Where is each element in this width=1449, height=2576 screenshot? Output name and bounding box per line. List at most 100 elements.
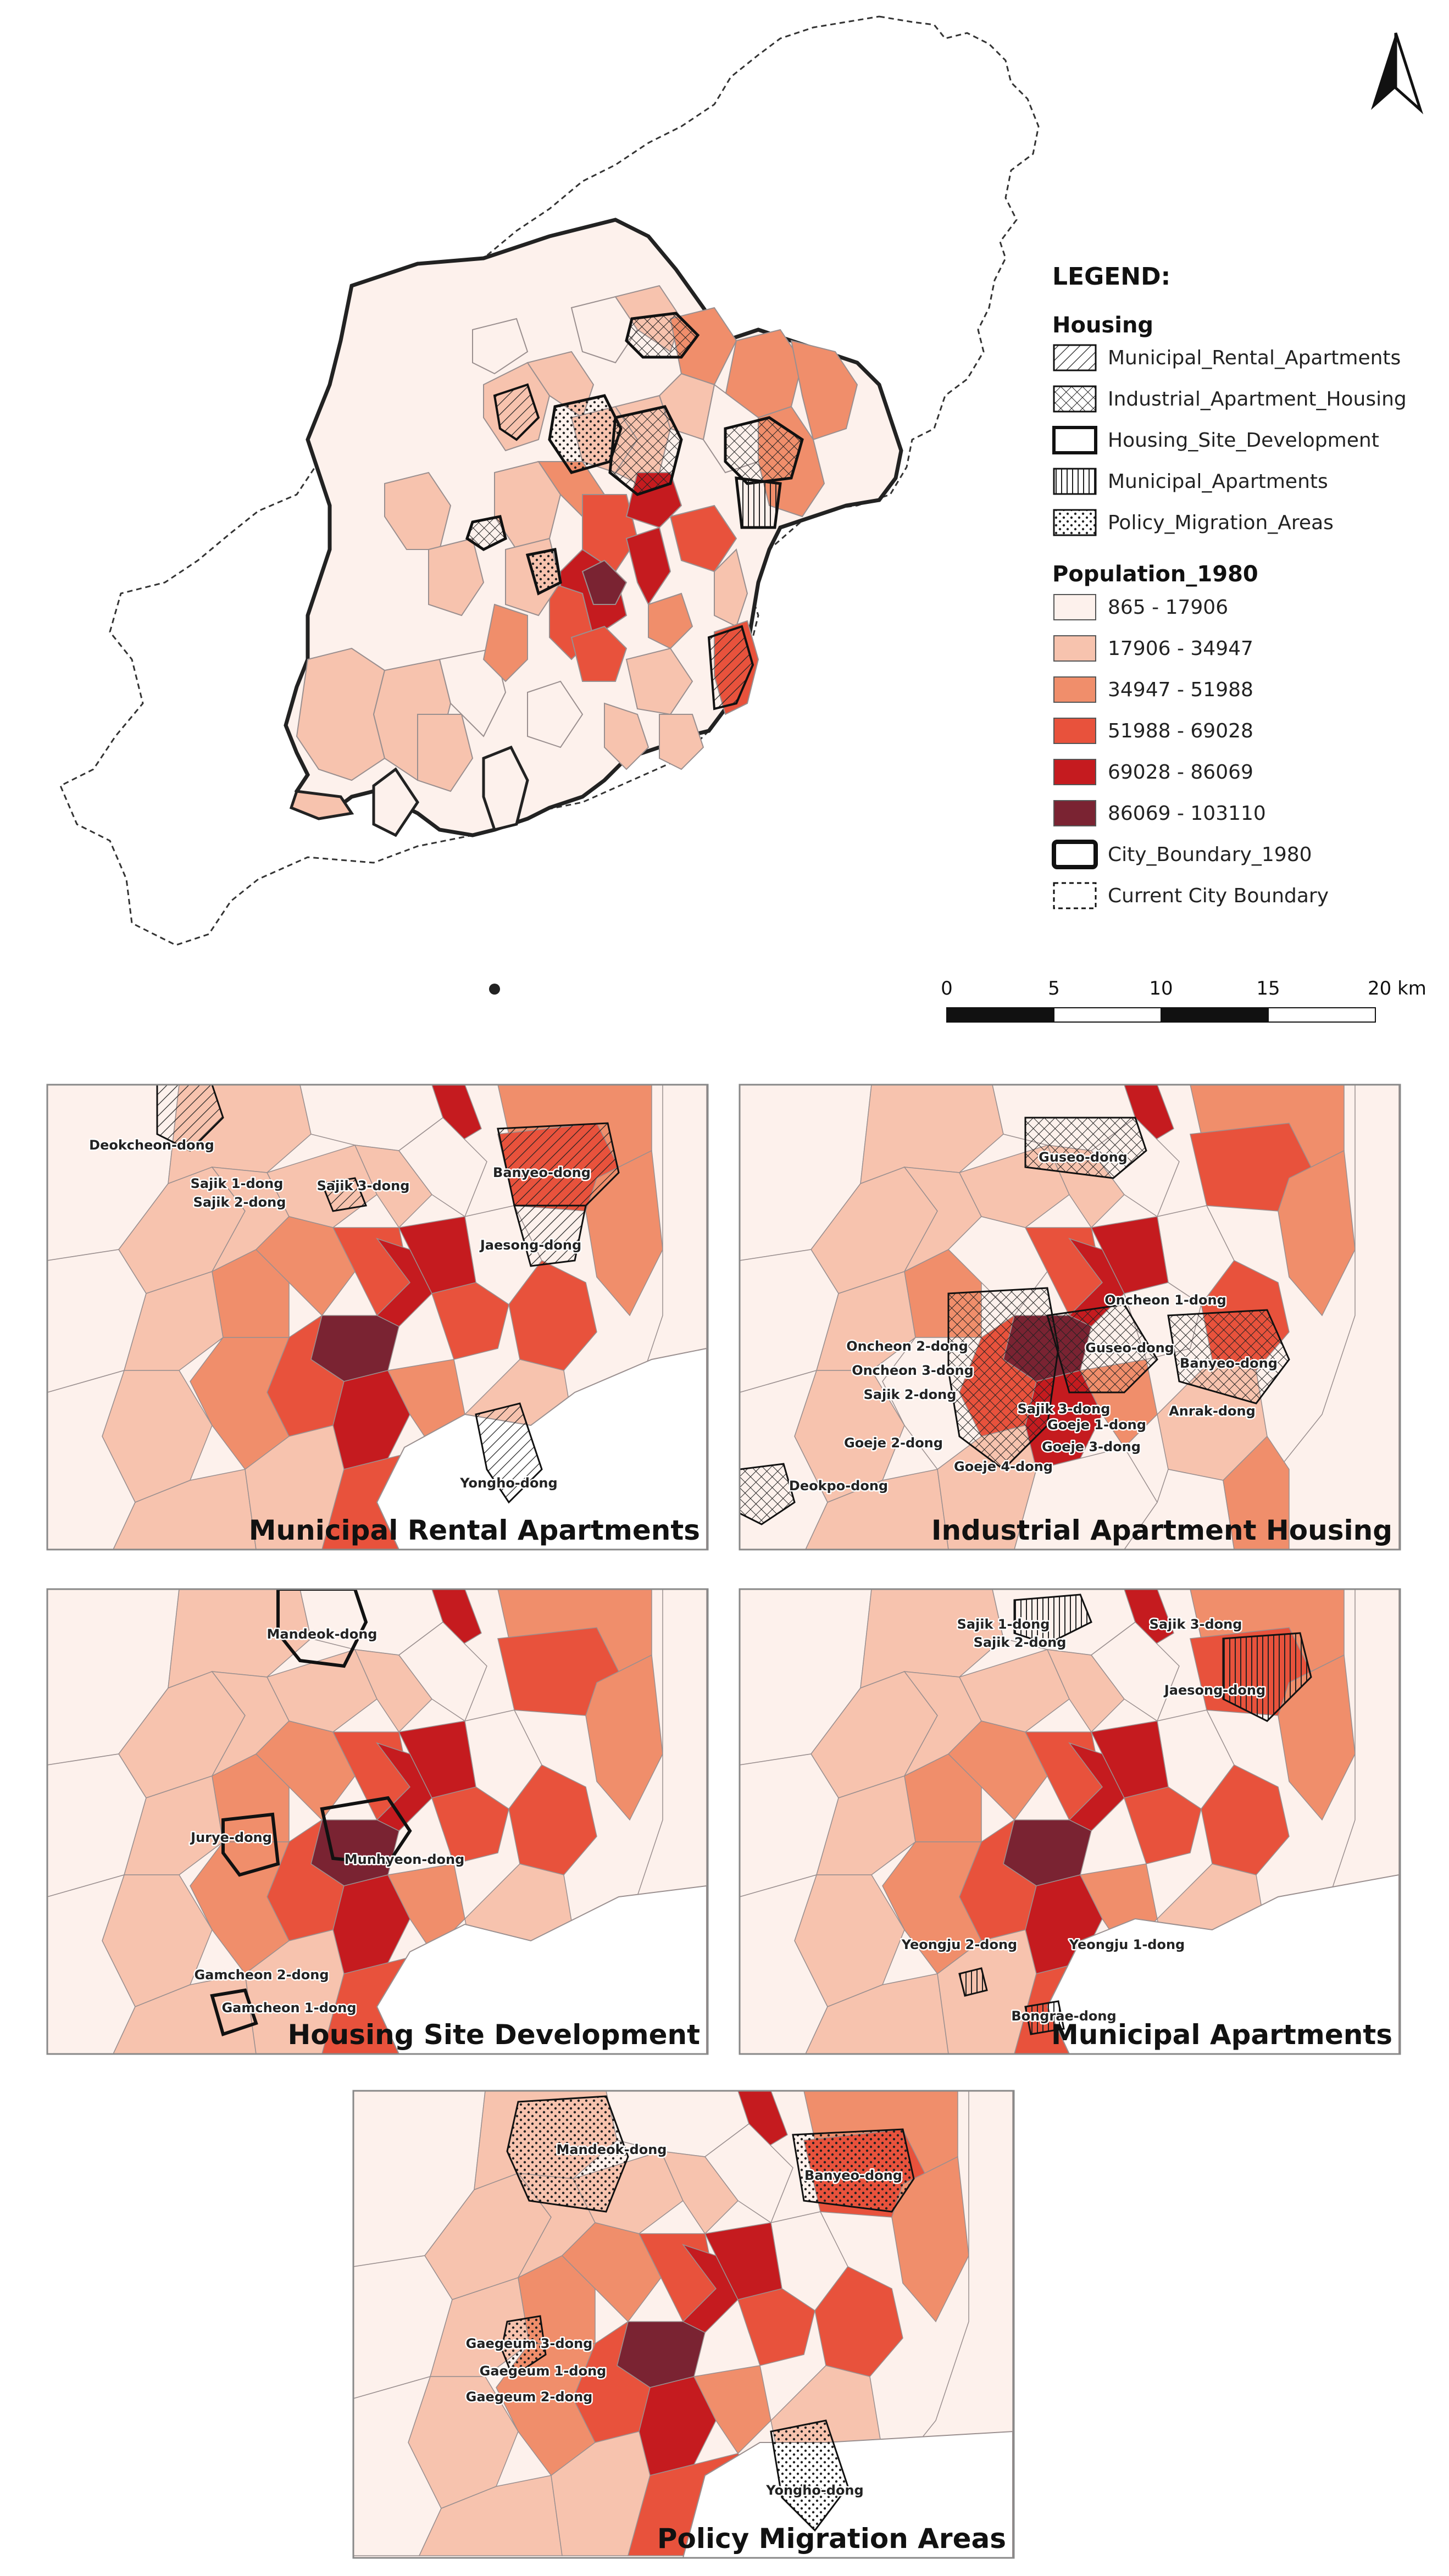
legend-population-item: 86069 - 103110 bbox=[1053, 800, 1266, 826]
legend-population-item: 51988 - 69028 bbox=[1053, 718, 1253, 744]
legend-swatch bbox=[1053, 344, 1097, 371]
place-label-jurye-dong: Jurye-dong bbox=[190, 1830, 272, 1845]
scale-bar: 0 5 10 15 20 km bbox=[941, 978, 1426, 1023]
housing-area bbox=[1024, 1117, 1147, 1179]
panel-map bbox=[47, 1589, 707, 2054]
district-area bbox=[1124, 1786, 1202, 1864]
place-label-jaesong-dong: Jaesong-dong bbox=[1163, 1683, 1265, 1698]
legend-swatch bbox=[1053, 882, 1097, 909]
place-label-yeongju-1-dong: Yeongju 1-dong bbox=[1069, 1937, 1185, 1952]
place-label-sajik-2-dong: Sajik 2-dong bbox=[974, 1635, 1067, 1650]
place-label-gamcheon-2-dong: Gamcheon 2-dong bbox=[194, 1967, 329, 1983]
panel-municipal-rental-apartments: Deokcheon-dong Sajik 1-dong Sajik 2-dong Sa… bbox=[46, 1084, 709, 1551]
district-area bbox=[354, 1145, 432, 1229]
panel-housing-site-development: Mandeok-dong Jurye-dong Munhyeon-dong Gamch… bbox=[46, 1588, 709, 2055]
housing-area bbox=[320, 1796, 412, 1866]
legend-housing-item: Policy_Migration_Areas bbox=[1053, 509, 1334, 536]
north-arrow-icon bbox=[1371, 32, 1424, 114]
panel-map bbox=[740, 1085, 1400, 1550]
panel-title: Housing Site Development bbox=[287, 2019, 700, 2051]
district-area bbox=[816, 1271, 916, 1371]
place-label-goeje-3-dong: Goeje 3-dong bbox=[1042, 1439, 1141, 1454]
district-area bbox=[1124, 1085, 1174, 1146]
district-area bbox=[266, 1649, 377, 1733]
panel-map bbox=[47, 1085, 707, 1550]
scale-tick-label: 0 bbox=[941, 978, 953, 1000]
district-area bbox=[1124, 1589, 1174, 1651]
place-label-deokcheon-dong: Deokcheon-dong bbox=[89, 1137, 214, 1153]
district-area bbox=[398, 1117, 487, 1218]
legend-label: 17906 - 34947 bbox=[1108, 637, 1253, 660]
panel-frame bbox=[46, 1084, 709, 1551]
legend-swatch bbox=[1053, 676, 1096, 703]
housing-area bbox=[947, 1287, 1059, 1470]
district-area bbox=[354, 1649, 432, 1733]
place-label-gamcheon-1-dong: Gamcheon 1-dong bbox=[221, 2000, 356, 2016]
legend-swatch bbox=[1052, 840, 1098, 869]
place-label-yeongju-2-dong: Yeongju 2-dong bbox=[901, 1937, 1017, 1952]
district-area bbox=[1046, 1649, 1125, 1733]
place-label-oncheon-1-dong: Oncheon 1-dong bbox=[1104, 1292, 1226, 1308]
housing-area bbox=[770, 2419, 849, 2532]
place-label-sajik-3-dong: Sajik 3-dong bbox=[1150, 1617, 1242, 1632]
place-label-banyeo-dong: Banyeo-dong bbox=[804, 2168, 902, 2183]
legend-label: Housing_Site_Development bbox=[1108, 429, 1379, 452]
legend-label: 86069 - 103110 bbox=[1108, 802, 1266, 825]
housing-area bbox=[958, 1967, 988, 1997]
housing-area bbox=[1167, 1309, 1290, 1404]
panel-title: Municipal Rental Apartments bbox=[249, 1514, 700, 1546]
place-label-sajik-2-dong: Sajik 2-dong bbox=[193, 1195, 286, 1210]
place-label-jaesong-dong: Jaesong-dong bbox=[479, 1237, 581, 1253]
district-area bbox=[737, 2091, 788, 2152]
legend-swatch bbox=[1053, 594, 1096, 620]
place-label-gaegeum-3-dong: Gaegeum 3-dong bbox=[466, 2336, 593, 2351]
place-label-yongho-dong: Yongho-dong bbox=[459, 1475, 557, 1491]
panel-title: Industrial Apartment Housing bbox=[931, 1514, 1392, 1546]
housing-area bbox=[276, 1589, 368, 1668]
housing-area bbox=[320, 1177, 368, 1212]
place-label-goeje-4-dong: Goeje 4-dong bbox=[954, 1459, 1053, 1474]
panel-map bbox=[740, 1589, 1400, 2054]
panel-title: Municipal Apartments bbox=[1051, 2019, 1392, 2051]
legend-swatch bbox=[1053, 385, 1097, 413]
place-label-sajik-2-dong: Sajik 2-dong bbox=[864, 1387, 957, 1402]
district-area bbox=[431, 1282, 509, 1360]
legend-swatch bbox=[1052, 426, 1097, 454]
legend-label: Policy_Migration_Areas bbox=[1108, 512, 1334, 534]
housing-area bbox=[1013, 1594, 1092, 1645]
panel-industrial-apartment-housing: Guseo-dong Oncheon 1-dong Oncheon 2-dong On… bbox=[739, 1084, 1401, 1551]
housing-area bbox=[497, 1122, 620, 1207]
legend-population-item: 17906 - 34947 bbox=[1053, 635, 1253, 662]
housing-area bbox=[1046, 1303, 1158, 1394]
place-label-oncheon-3-dong: Oncheon 3-dong bbox=[852, 1363, 974, 1378]
place-label-guseo-dong: Guseo-dong bbox=[1039, 1150, 1128, 1165]
legend-label: 51988 - 69028 bbox=[1108, 720, 1253, 742]
sea-area bbox=[682, 2430, 1013, 2558]
place-label-sajik-1-dong: Sajik 1-dong bbox=[957, 1617, 1050, 1632]
place-label-banyeo-dong: Banyeo-dong bbox=[1180, 1356, 1278, 1371]
place-label-goeje-2-dong: Goeje 2-dong bbox=[844, 1435, 943, 1451]
district-area bbox=[891, 2156, 969, 2323]
legend-swatch bbox=[1053, 509, 1097, 536]
city-1980-area bbox=[284, 218, 903, 995]
district-area bbox=[904, 1753, 982, 1842]
panel-frame bbox=[352, 2090, 1015, 2559]
panel-frame bbox=[739, 1588, 1401, 2055]
legend-label: 865 - 17906 bbox=[1108, 596, 1228, 619]
legend-population-item: 34947 - 51988 bbox=[1053, 676, 1253, 703]
legend-label: 34947 - 51988 bbox=[1108, 679, 1253, 701]
district-area bbox=[1090, 1622, 1180, 1722]
housing-area bbox=[501, 2315, 547, 2378]
legend-swatch bbox=[1053, 800, 1096, 826]
scale-tick-label: 20 km bbox=[1368, 978, 1426, 1000]
district-area bbox=[431, 1085, 482, 1146]
housing-area bbox=[1222, 1632, 1312, 1722]
legend-housing-item: Municipal_Rental_Apartments bbox=[1053, 344, 1401, 371]
legend-boundary-list: City_Boundary_1980 Current City Boundary bbox=[1052, 840, 1329, 909]
district-area bbox=[585, 1654, 663, 1821]
legend-housing-list: Municipal_Rental_Apartments Industrial_Ap… bbox=[1052, 344, 1407, 536]
district-area bbox=[737, 2288, 815, 2366]
place-label-yongho-dong: Yongho-dong bbox=[765, 2483, 863, 2498]
legend-label: 69028 - 86069 bbox=[1108, 761, 1253, 784]
district-area bbox=[398, 1622, 487, 1722]
